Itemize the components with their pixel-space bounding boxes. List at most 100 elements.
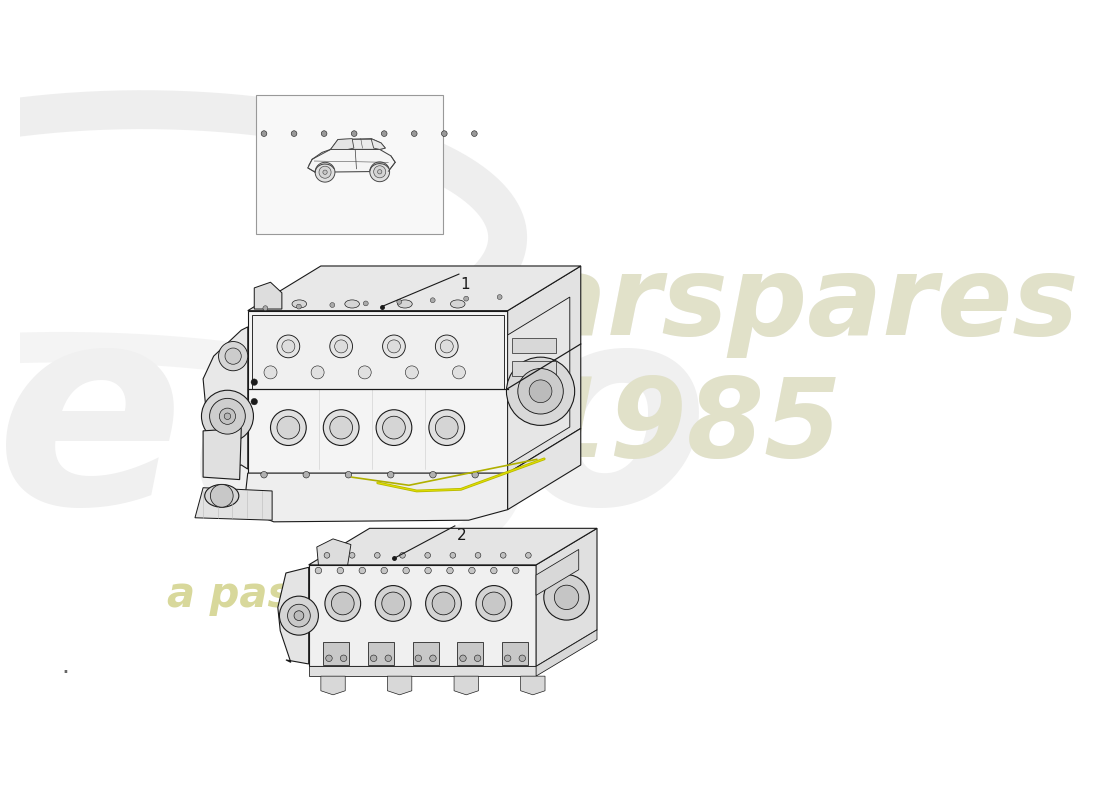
Polygon shape: [508, 266, 581, 473]
Polygon shape: [195, 488, 272, 520]
Circle shape: [505, 655, 510, 662]
Text: carspares: carspares: [468, 251, 1079, 358]
Circle shape: [436, 335, 458, 358]
Circle shape: [464, 296, 469, 301]
Ellipse shape: [344, 300, 360, 308]
Circle shape: [294, 610, 304, 621]
Text: 1985: 1985: [532, 373, 842, 480]
Polygon shape: [321, 676, 345, 695]
Polygon shape: [254, 282, 282, 309]
Circle shape: [483, 592, 505, 615]
Circle shape: [460, 655, 466, 662]
Circle shape: [340, 655, 346, 662]
Circle shape: [302, 471, 309, 478]
Polygon shape: [412, 642, 439, 665]
Polygon shape: [204, 327, 248, 469]
Circle shape: [526, 553, 531, 558]
Polygon shape: [368, 642, 394, 665]
Polygon shape: [331, 138, 354, 150]
Circle shape: [324, 586, 361, 622]
Polygon shape: [309, 565, 536, 666]
Circle shape: [330, 416, 352, 439]
Circle shape: [277, 335, 299, 358]
Circle shape: [472, 471, 478, 478]
Polygon shape: [317, 539, 351, 565]
Circle shape: [292, 130, 297, 137]
Circle shape: [387, 340, 400, 353]
Polygon shape: [252, 314, 504, 389]
Circle shape: [376, 410, 411, 446]
Circle shape: [497, 294, 502, 299]
Circle shape: [363, 301, 368, 306]
Circle shape: [382, 130, 387, 137]
Circle shape: [337, 567, 343, 574]
Circle shape: [403, 567, 409, 574]
Polygon shape: [458, 642, 483, 665]
Circle shape: [251, 398, 257, 405]
Circle shape: [529, 380, 552, 402]
Circle shape: [440, 340, 453, 353]
Circle shape: [311, 366, 324, 379]
Polygon shape: [308, 150, 395, 172]
Circle shape: [491, 567, 497, 574]
Circle shape: [375, 586, 411, 622]
Circle shape: [425, 567, 431, 574]
Circle shape: [331, 592, 354, 615]
Circle shape: [334, 340, 348, 353]
Circle shape: [323, 410, 359, 446]
Circle shape: [387, 471, 394, 478]
Circle shape: [383, 416, 405, 439]
Polygon shape: [536, 528, 597, 666]
Circle shape: [296, 304, 301, 309]
Circle shape: [397, 299, 401, 304]
Polygon shape: [536, 550, 579, 595]
Text: 1985: 1985: [532, 373, 842, 480]
Circle shape: [330, 302, 334, 307]
Polygon shape: [248, 266, 581, 310]
Circle shape: [279, 596, 318, 635]
Circle shape: [472, 130, 477, 137]
Polygon shape: [248, 310, 508, 473]
Circle shape: [450, 553, 455, 558]
Polygon shape: [278, 567, 309, 664]
Polygon shape: [508, 429, 581, 510]
Circle shape: [519, 655, 526, 662]
Circle shape: [385, 655, 392, 662]
Polygon shape: [323, 642, 350, 665]
Bar: [512, 361, 556, 376]
Circle shape: [405, 366, 418, 379]
Circle shape: [554, 585, 579, 610]
Circle shape: [261, 471, 267, 478]
Circle shape: [476, 586, 512, 622]
Circle shape: [411, 130, 417, 137]
Circle shape: [287, 604, 310, 627]
Circle shape: [315, 162, 334, 182]
Circle shape: [430, 298, 436, 302]
Circle shape: [382, 592, 405, 615]
Circle shape: [219, 408, 235, 424]
Circle shape: [377, 170, 382, 174]
Circle shape: [277, 416, 299, 439]
Circle shape: [351, 130, 358, 137]
Ellipse shape: [397, 300, 412, 308]
Circle shape: [383, 335, 405, 358]
Circle shape: [359, 567, 365, 574]
Circle shape: [330, 335, 352, 358]
Circle shape: [210, 398, 245, 434]
Polygon shape: [536, 630, 597, 676]
Circle shape: [263, 306, 267, 310]
Circle shape: [359, 366, 371, 379]
Circle shape: [219, 342, 248, 370]
Polygon shape: [309, 528, 597, 565]
Circle shape: [500, 553, 506, 558]
Text: ·: ·: [60, 662, 69, 686]
Circle shape: [447, 567, 453, 574]
Text: carspares: carspares: [468, 251, 1079, 358]
Polygon shape: [387, 676, 411, 695]
Circle shape: [321, 130, 327, 137]
Circle shape: [326, 655, 332, 662]
Circle shape: [251, 379, 257, 386]
Text: 2: 2: [456, 528, 466, 543]
Polygon shape: [502, 642, 528, 665]
Polygon shape: [371, 138, 385, 150]
